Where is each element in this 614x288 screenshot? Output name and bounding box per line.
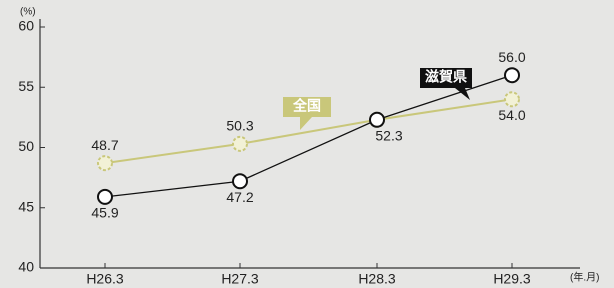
data-label: 50.3 xyxy=(226,118,253,134)
chart: (%) (年.月) 40 45 50 55 60 H26.3 H27.3 H28.3 H29.3… xyxy=(0,0,614,288)
x-tick-label: H28.3 xyxy=(358,271,396,287)
marker xyxy=(98,190,112,204)
y-tick-label: 40 xyxy=(18,259,34,275)
data-label: 54.0 xyxy=(498,107,525,123)
x-tick-label: H29.3 xyxy=(493,271,531,287)
y-tick-label: 45 xyxy=(18,198,34,214)
marker xyxy=(505,92,519,106)
marker xyxy=(370,113,384,127)
y-tick-label: 50 xyxy=(18,138,34,154)
y-axis-label: (%) xyxy=(20,7,36,18)
data-label: 48.7 xyxy=(91,137,118,153)
data-label: 52.3 xyxy=(375,127,402,143)
data-label: 56.0 xyxy=(498,49,525,65)
marker xyxy=(98,156,112,170)
y-tick-label: 55 xyxy=(18,78,34,94)
x-tick-label: H27.3 xyxy=(221,271,259,287)
data-label: 47.2 xyxy=(226,189,253,205)
marker xyxy=(505,68,519,82)
legend-label: 滋賀県 xyxy=(425,69,467,85)
y-tick-label: 60 xyxy=(18,18,34,34)
x-tick-label: H26.3 xyxy=(86,271,124,287)
x-axis-label: (年.月) xyxy=(570,271,599,284)
data-label: 45.9 xyxy=(91,205,118,221)
legend-label: 全国 xyxy=(292,98,321,114)
marker xyxy=(233,137,247,151)
marker xyxy=(233,174,247,188)
